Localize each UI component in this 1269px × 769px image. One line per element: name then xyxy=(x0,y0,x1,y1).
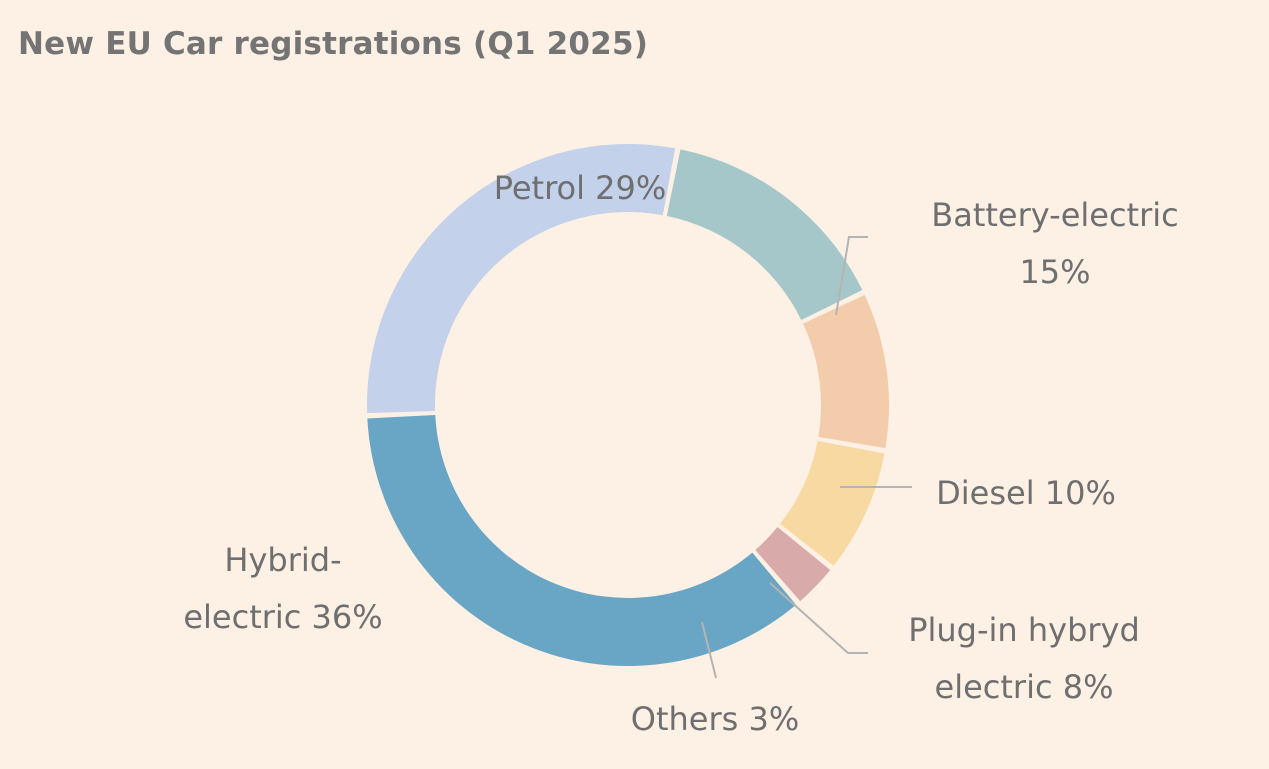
slice-others xyxy=(755,527,831,602)
donut-slices xyxy=(367,143,889,667)
slice-hybrid-electric xyxy=(367,414,797,667)
label-petrol: Petrol 29% xyxy=(494,169,667,207)
slice-battery-electric xyxy=(666,149,863,320)
label-battery-electric: Battery-electric 15% xyxy=(931,196,1178,291)
leader-lines xyxy=(701,236,912,679)
label-line: electric 8% xyxy=(935,668,1114,706)
leader-line-battery-electric xyxy=(835,236,868,316)
slice-plug-in-hybryd-electric xyxy=(780,440,885,566)
label-line: Others 3% xyxy=(631,700,799,738)
label-plug-in-hybryd-electric: Plug-in hybryd electric 8% xyxy=(908,611,1140,706)
slice-labels: Battery-electric 15% Diesel 10% Plug-in hyb… xyxy=(183,169,1178,738)
chart-title: New EU Car registrations (Q1 2025) xyxy=(18,26,649,62)
label-line: Hybrid- xyxy=(224,541,341,579)
label-others: Others 3% xyxy=(631,700,799,738)
label-hybrid-electric: Hybrid-electric 36% xyxy=(183,541,382,636)
label-line: Petrol 29% xyxy=(494,169,667,207)
leader-line-others xyxy=(701,621,717,679)
slice-diesel xyxy=(803,294,889,449)
slice-petrol xyxy=(367,143,676,414)
label-line: Plug-in hybryd xyxy=(908,611,1140,649)
label-line: Diesel 10% xyxy=(936,474,1116,512)
label-diesel: Diesel 10% xyxy=(936,474,1116,512)
label-line: Battery-electric xyxy=(931,196,1178,234)
label-line: electric 36% xyxy=(183,598,382,636)
label-line: 15% xyxy=(1019,253,1090,291)
leader-line-plug-in-hybryd-electric xyxy=(769,582,868,654)
